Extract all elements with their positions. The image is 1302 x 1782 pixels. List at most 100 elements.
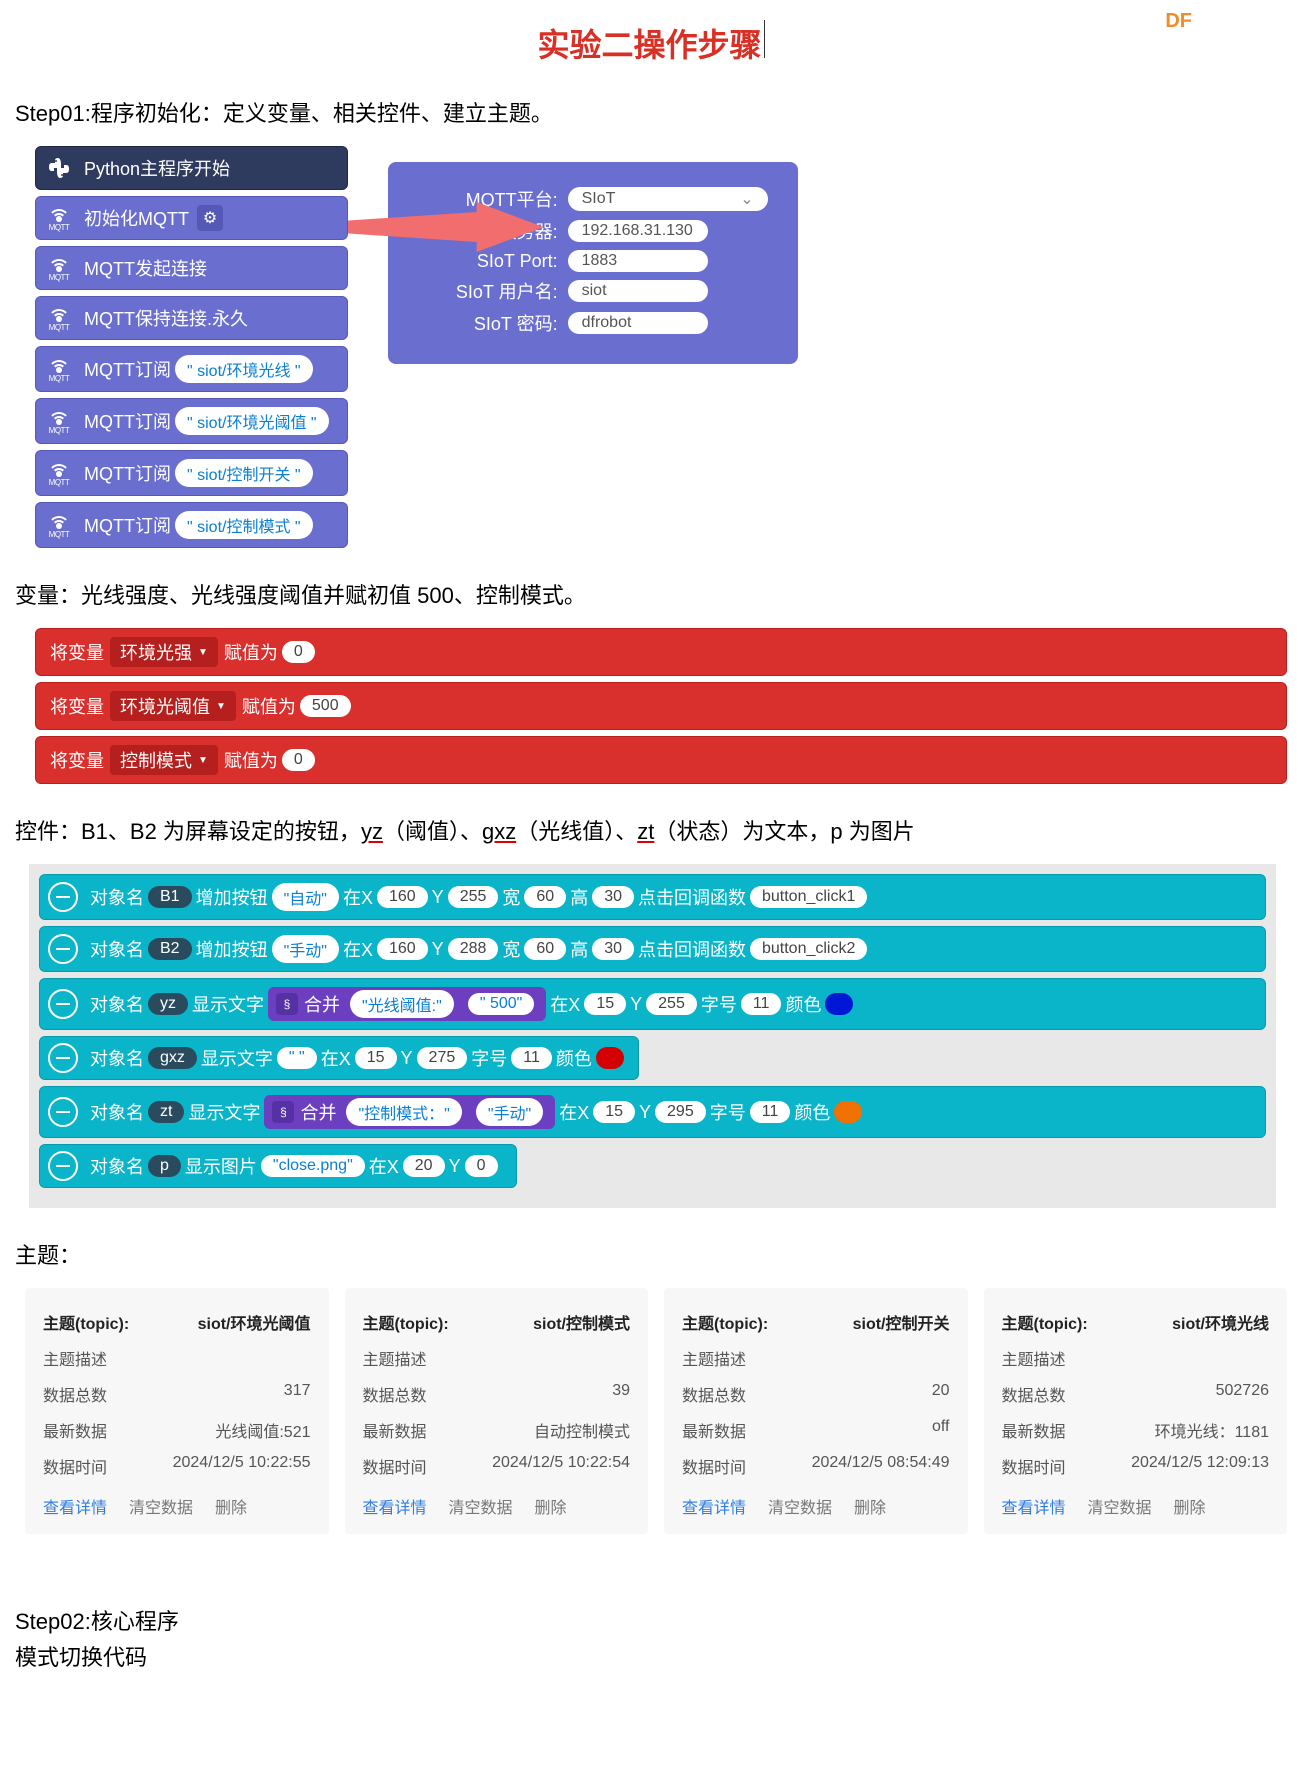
num[interactable]: 11 <box>741 993 782 1015</box>
config-input[interactable]: 1883 <box>568 250 708 272</box>
topic-pill[interactable]: " siot/控制开关 " <box>175 459 313 487</box>
text-pill[interactable]: "手动" <box>476 1098 543 1126</box>
var-value[interactable]: 0 <box>282 641 315 663</box>
color-swatch[interactable] <box>834 1101 862 1123</box>
obj-name[interactable]: B2 <box>148 938 192 960</box>
clear-link[interactable]: 清空数据 <box>768 1494 832 1518</box>
block-mqtt-keep[interactable]: MQTT MQTT保持连接.永久 <box>35 296 348 340</box>
merge-icon: § <box>276 993 298 1015</box>
t: 在X <box>559 1099 589 1125</box>
obj-name[interactable]: B1 <box>148 886 192 908</box>
ctrl-block-yz[interactable]: 对象名 yz 显示文字 § 合并 "光线阈值:" " 500" 在X 15 Y … <box>39 978 1266 1030</box>
obj-name[interactable]: gxz <box>148 1047 197 1069</box>
topic-pill[interactable]: " siot/控制模式 " <box>175 511 313 539</box>
var-dropdown[interactable]: 环境光强▼ <box>110 637 218 667</box>
c-lab: 主题描述 <box>1002 1346 1066 1370</box>
num[interactable]: 275 <box>417 1047 468 1069</box>
var-block-1[interactable]: 将变量 环境光阈值▼ 赋值为 500 <box>35 682 1287 730</box>
block-label: MQTT订阅 <box>84 356 171 382</box>
label-pill[interactable]: "手动" <box>272 935 339 963</box>
obj-name[interactable]: p <box>148 1155 181 1177</box>
c-lab: 主题描述 <box>682 1346 746 1370</box>
var-block-0[interactable]: 将变量 环境光强▼ 赋值为 0 <box>35 628 1287 676</box>
text-pill[interactable]: " 500" <box>468 993 535 1015</box>
clear-link[interactable]: 清空数据 <box>449 1494 513 1518</box>
callback[interactable]: button_click1 <box>750 886 867 908</box>
view-link[interactable]: 查看详情 <box>43 1494 107 1518</box>
c-val: 自动控制模式 <box>534 1418 630 1442</box>
ctrl-block-gxz[interactable]: 对象名 gxz 显示文字 " " 在X 15 Y 275 字号 11 颜色 <box>39 1036 639 1080</box>
num[interactable]: 60 <box>524 886 566 908</box>
num[interactable]: 11 <box>750 1101 791 1123</box>
block-mqtt-connect[interactable]: MQTT MQTT发起连接 <box>35 246 348 290</box>
config-value: SIoT <box>582 190 616 208</box>
var-block-2[interactable]: 将变量 控制模式▼ 赋值为 0 <box>35 736 1287 784</box>
block-mqtt-sub-3[interactable]: MQTT MQTT订阅 " siot/控制模式 " <box>35 502 348 548</box>
gear-icon[interactable]: ⚙ <box>197 205 223 231</box>
var-value[interactable]: 500 <box>300 695 351 717</box>
num[interactable]: 20 <box>403 1155 445 1177</box>
config-input[interactable]: siot <box>568 280 708 302</box>
num[interactable]: 30 <box>592 938 634 960</box>
num[interactable]: 15 <box>355 1047 397 1069</box>
ctrl-block-b1[interactable]: 对象名 B1 增加按钮 "自动" 在X 160 Y 255 宽 60 高 30 … <box>39 874 1266 920</box>
num[interactable]: 160 <box>377 886 428 908</box>
num[interactable]: 60 <box>524 938 566 960</box>
config-select[interactable]: SIoT ⌄ <box>568 187 768 211</box>
view-link[interactable]: 查看详情 <box>1002 1494 1066 1518</box>
label-pill[interactable]: "自动" <box>272 883 339 911</box>
merge-block[interactable]: § 合并 "光线阈值:" " 500" <box>268 987 546 1021</box>
var-value[interactable]: 0 <box>282 749 315 771</box>
var-dropdown[interactable]: 环境光阈值▼ <box>110 691 236 721</box>
view-link[interactable]: 查看详情 <box>682 1494 746 1518</box>
text-pill[interactable]: "close.png" <box>261 1155 365 1177</box>
delete-link[interactable]: 删除 <box>215 1494 247 1518</box>
num[interactable]: 160 <box>377 938 428 960</box>
color-swatch[interactable] <box>596 1047 624 1069</box>
obj-name[interactable]: zt <box>148 1101 184 1123</box>
block-mqtt-init[interactable]: MQTT 初始化MQTT ⚙ <box>35 196 348 240</box>
ctrl-block-p[interactable]: 对象名 p 显示图片 "close.png" 在X 20 Y 0 <box>39 1144 517 1188</box>
delete-link[interactable]: 删除 <box>1174 1494 1206 1518</box>
topic-pill[interactable]: " siot/环境光线 " <box>175 355 313 383</box>
color-swatch[interactable] <box>825 993 853 1015</box>
wifi-icon: MQTT <box>42 508 76 542</box>
delete-link[interactable]: 删除 <box>535 1494 567 1518</box>
control-icon <box>48 1097 78 1127</box>
delete-link[interactable]: 删除 <box>854 1494 886 1518</box>
topic-pill[interactable]: " siot/环境光阈值 " <box>175 407 329 435</box>
config-input[interactable]: dfrobot <box>568 312 708 334</box>
text-pill[interactable]: "控制模式：" <box>346 1098 461 1126</box>
ctrl-block-b2[interactable]: 对象名 B2 增加按钮 "手动" 在X 160 Y 288 宽 60 高 30 … <box>39 926 1266 972</box>
text-pill[interactable]: " " <box>277 1047 317 1069</box>
block-python-start[interactable]: Python主程序开始 <box>35 146 348 190</box>
num[interactable]: 0 <box>465 1155 498 1177</box>
clear-link[interactable]: 清空数据 <box>1088 1494 1152 1518</box>
block-mqtt-sub-2[interactable]: MQTT MQTT订阅 " siot/控制开关 " <box>35 450 348 496</box>
wifi-icon: MQTT <box>42 404 76 438</box>
num[interactable]: 30 <box>592 886 634 908</box>
num[interactable]: 11 <box>511 1047 552 1069</box>
c-val: 环境光线：1181 <box>1155 1418 1269 1442</box>
num[interactable]: 255 <box>646 993 697 1015</box>
config-input[interactable]: 192.168.31.130 <box>568 220 708 242</box>
obj-name[interactable]: yz <box>148 993 188 1015</box>
control-icon <box>48 1043 78 1073</box>
ctrl-block-zt[interactable]: 对象名 zt 显示文字 § 合并 "控制模式：" "手动" 在X 15 Y 29… <box>39 1086 1266 1138</box>
t: 增加按钮 <box>196 936 268 962</box>
text-pill[interactable]: "光线阈值:" <box>350 990 454 1018</box>
callback[interactable]: button_click2 <box>750 938 867 960</box>
view-link[interactable]: 查看详情 <box>363 1494 427 1518</box>
block-mqtt-sub-1[interactable]: MQTT MQTT订阅 " siot/环境光阈值 " <box>35 398 348 444</box>
num[interactable]: 15 <box>593 1101 635 1123</box>
num[interactable]: 295 <box>655 1101 706 1123</box>
num[interactable]: 288 <box>448 938 499 960</box>
var-dropdown[interactable]: 控制模式▼ <box>110 745 218 775</box>
num[interactable]: 255 <box>448 886 499 908</box>
t: 增加按钮 <box>196 884 268 910</box>
num[interactable]: 15 <box>584 993 626 1015</box>
merge-block[interactable]: § 合并 "控制模式：" "手动" <box>264 1095 555 1129</box>
t: 在X <box>321 1045 351 1071</box>
block-mqtt-sub-0[interactable]: MQTT MQTT订阅 " siot/环境光线 " <box>35 346 348 392</box>
clear-link[interactable]: 清空数据 <box>129 1494 193 1518</box>
